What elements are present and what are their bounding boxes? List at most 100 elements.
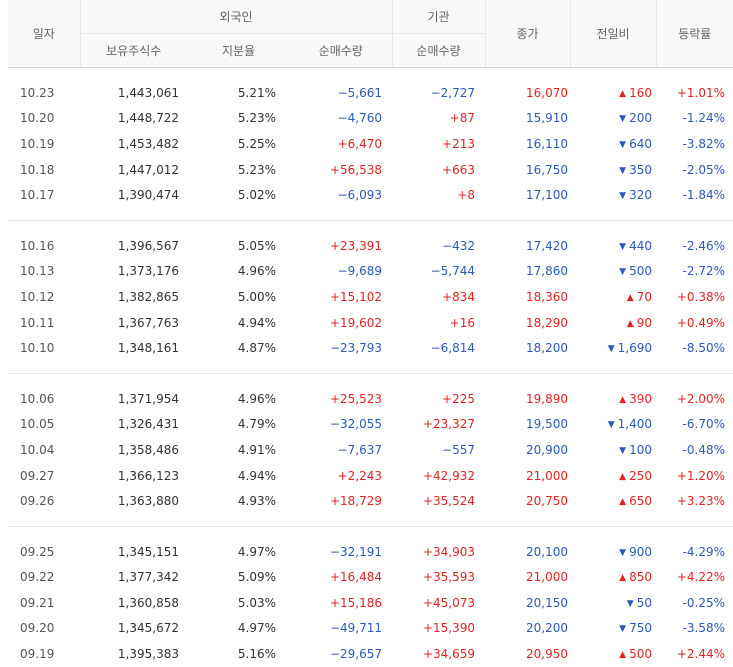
up-triangle-icon: ▲ — [626, 318, 634, 329]
change-value: 100 — [629, 442, 652, 457]
holdings-cell: 1,373,176 — [117, 264, 179, 279]
net-institution-cell: +42,932 — [422, 468, 475, 483]
holdings-cell: 1,326,431 — [117, 417, 179, 432]
share-cell: 5.09% — [237, 570, 276, 585]
rate-cell: +2.00% — [676, 391, 725, 406]
close-cell: 16,110 — [526, 136, 568, 151]
holdings-cell: 1,367,763 — [117, 315, 179, 330]
table-row: 10.06 1,371,954 4.96% +25,523 +225 19,890 ▲ 390… — [8, 386, 733, 412]
share-cell: 5.21% — [237, 85, 276, 100]
date-cell: 10.11 — [20, 315, 55, 330]
close-cell: 17,420 — [526, 238, 568, 253]
net-institution-cell: +213 — [442, 136, 475, 151]
share-cell: 4.79% — [237, 417, 276, 432]
close-cell: 16,070 — [526, 85, 568, 100]
share-cell: 4.93% — [237, 494, 276, 509]
share-cell: 5.23% — [237, 111, 276, 126]
rate-cell: +1.01% — [676, 85, 725, 100]
net-institution-cell: −432 — [442, 238, 475, 253]
share-cell: 4.96% — [237, 264, 276, 279]
change-cell: ▼ 640 — [570, 131, 656, 157]
rate-cell: -0.48% — [682, 442, 725, 457]
change-cell: ▼ 100 — [570, 437, 656, 463]
change-cell: ▲ 160 — [570, 80, 656, 106]
net-institution-cell: −5,744 — [430, 264, 475, 279]
holdings-cell: 1,448,722 — [117, 111, 179, 126]
close-cell: 19,890 — [526, 391, 568, 406]
header-rate: 등락률 — [655, 0, 733, 68]
change-cell: ▲ 500 — [570, 641, 656, 667]
table-row: 10.13 1,373,176 4.96% −9,689 −5,744 17,860 ▼ 50… — [8, 259, 733, 285]
close-cell: 15,910 — [526, 111, 568, 126]
holdings-cell: 1,366,123 — [117, 468, 179, 483]
date-cell: 09.26 — [20, 494, 55, 509]
table-row: 10.20 1,448,722 5.23% −4,760 +87 15,910 ▼ 200 -1… — [8, 106, 733, 132]
header-net-foreign: 순매수량 — [290, 33, 392, 68]
rate-cell: -8.50% — [682, 341, 725, 356]
down-triangle-icon: ▼ — [619, 165, 627, 176]
net-foreign-cell: −7,637 — [337, 442, 382, 457]
holdings-cell: 1,358,486 — [117, 442, 179, 457]
down-triangle-icon: ▼ — [619, 241, 627, 252]
net-institution-cell: +35,524 — [422, 494, 475, 509]
close-cell: 20,950 — [526, 647, 568, 662]
net-institution-cell: +45,073 — [422, 595, 475, 610]
rate-cell: -4.29% — [682, 544, 725, 559]
up-triangle-icon: ▲ — [626, 292, 634, 303]
net-foreign-cell: +18,729 — [329, 494, 382, 509]
date-cell: 10.12 — [20, 289, 55, 304]
net-foreign-cell: −23,793 — [329, 341, 382, 356]
date-cell: 10.18 — [20, 162, 55, 177]
change-cell: ▲ 850 — [570, 565, 656, 591]
down-triangle-icon: ▼ — [619, 547, 627, 558]
change-value: 160 — [629, 85, 652, 100]
change-value: 1,400 — [617, 417, 652, 432]
down-triangle-icon: ▼ — [607, 420, 615, 431]
share-cell: 5.00% — [237, 289, 276, 304]
close-cell: 20,200 — [526, 621, 568, 636]
table-row: 09.27 1,366,123 4.94% +2,243 +42,932 21,000 ▲ 2… — [8, 463, 733, 489]
net-foreign-cell: −32,055 — [329, 417, 382, 432]
net-institution-cell: −2,727 — [430, 85, 475, 100]
down-triangle-icon: ▼ — [619, 445, 627, 456]
row-spacer — [8, 514, 733, 527]
change-cell: ▲ 650 — [570, 488, 656, 514]
date-cell: 10.16 — [20, 238, 55, 253]
header-holdings: 보유주식수 — [79, 33, 187, 68]
header-change: 전일비 — [569, 0, 656, 68]
holdings-cell: 1,360,858 — [117, 595, 179, 610]
net-institution-cell: +8 — [457, 188, 475, 203]
close-cell: 18,200 — [526, 341, 568, 356]
rate-cell: +2.44% — [676, 647, 725, 662]
share-cell: 4.97% — [237, 544, 276, 559]
change-value: 900 — [629, 544, 652, 559]
change-value: 250 — [629, 468, 652, 483]
net-foreign-cell: +6,470 — [337, 136, 382, 151]
date-cell: 10.04 — [20, 442, 55, 457]
table-row: 10.16 1,396,567 5.05% +23,391 −432 17,420 ▼ 440… — [8, 233, 733, 259]
holdings-cell: 1,345,672 — [117, 621, 179, 636]
date-cell: 10.05 — [20, 417, 55, 432]
holdings-cell: 1,395,383 — [117, 647, 179, 662]
holdings-cell: 1,363,880 — [117, 494, 179, 509]
change-value: 650 — [629, 494, 652, 509]
rate-cell: -1.84% — [682, 188, 725, 203]
holdings-cell: 1,390,474 — [117, 188, 179, 203]
table-row: 09.19 1,395,383 5.16% −29,657 +34,659 20,950 ▲… — [8, 641, 733, 667]
close-cell: 18,360 — [526, 289, 568, 304]
net-foreign-cell: +16,484 — [329, 570, 382, 585]
close-cell: 21,000 — [526, 570, 568, 585]
rate-cell: -2.72% — [682, 264, 725, 279]
holdings-cell: 1,453,482 — [117, 136, 179, 151]
net-institution-cell: +834 — [442, 289, 475, 304]
change-cell: ▼ 50 — [570, 590, 656, 616]
change-value: 500 — [629, 647, 652, 662]
change-value: 320 — [629, 188, 652, 203]
table-row: 10.23 1,443,061 5.21% −5,661 −2,727 16,070 ▲ 16… — [8, 80, 733, 106]
close-cell: 20,100 — [526, 544, 568, 559]
net-institution-cell: +225 — [442, 391, 475, 406]
net-institution-cell: +35,593 — [422, 570, 475, 585]
share-cell: 5.16% — [237, 647, 276, 662]
rate-cell: -2.46% — [682, 238, 725, 253]
net-foreign-cell: −6,093 — [337, 188, 382, 203]
